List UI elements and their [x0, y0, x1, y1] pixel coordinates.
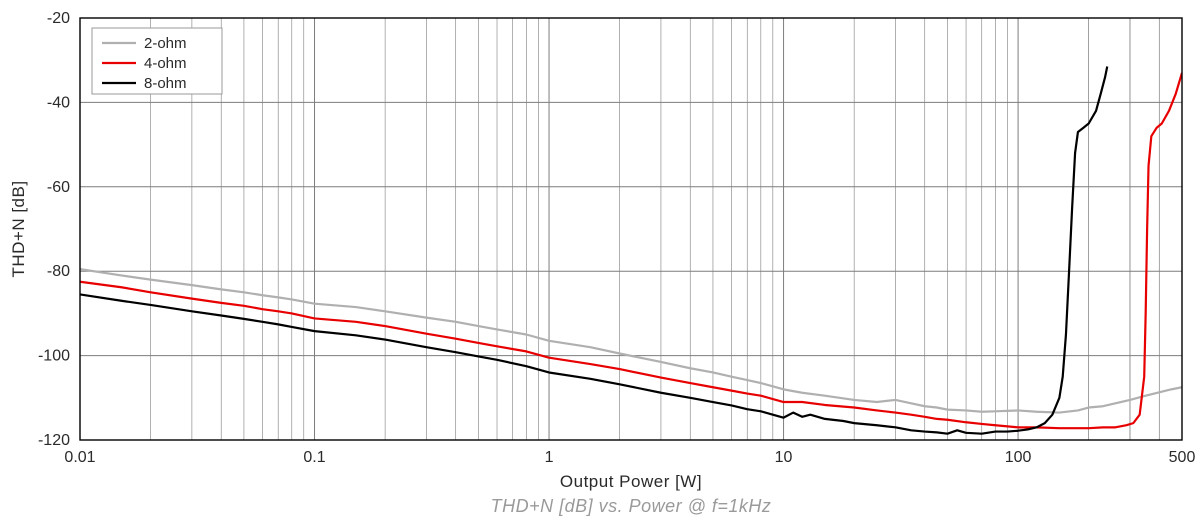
legend: 2-ohm 4-ohm 8-ohm	[92, 28, 222, 94]
y-tick-label: -100	[38, 348, 70, 365]
x-tick-label: 0.1	[303, 449, 325, 466]
legend-label: 2-ohm	[144, 35, 187, 52]
x-tick-label: 10	[775, 449, 793, 466]
x-tick-label: 1	[545, 449, 554, 466]
y-tick-label: -120	[38, 432, 70, 449]
chart-caption: THD+N [dB] vs. Power @ f=1kHz	[491, 496, 772, 516]
legend-label: 8-ohm	[144, 75, 187, 92]
y-tick-label: -80	[47, 263, 70, 280]
y-tick-label: -40	[47, 94, 70, 111]
y-tick-label: -60	[47, 179, 70, 196]
x-tick-label: 100	[1005, 449, 1032, 466]
x-axis-label: Output Power [W]	[560, 472, 702, 491]
x-tick-label: 0.01	[64, 449, 95, 466]
thdn-vs-power-chart: 0.01 0.1 1 10 100 500 -120 -100 -80 -60 -40 -20 Outp…	[0, 0, 1200, 520]
y-axis-label: THD+N [dB]	[9, 180, 28, 277]
x-tick-label: 500	[1169, 449, 1196, 466]
legend-label: 4-ohm	[144, 55, 187, 72]
y-tick-label: -20	[47, 10, 70, 27]
